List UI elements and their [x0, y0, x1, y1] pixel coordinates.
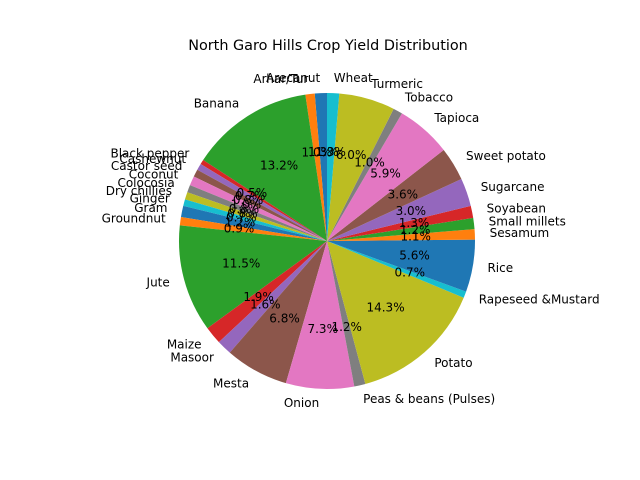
- pie-slice: [327, 113, 444, 241]
- pie-slice: [327, 241, 366, 387]
- slice-percent-label: 1.3%: [308, 145, 339, 159]
- slice-percent-label: 0.7%: [395, 266, 426, 280]
- slice-percent-label: 7.3%: [307, 322, 338, 336]
- chart-title: North Garo Hills Crop Yield Distribution: [188, 38, 468, 54]
- slice-percent-label: 1.2%: [400, 223, 431, 237]
- slice-percent-label: 3.6%: [388, 187, 419, 201]
- slice-percent-label: 1.0%: [231, 197, 262, 211]
- pie-slice: [183, 199, 327, 241]
- slice-percent-label: 0.7%: [226, 210, 257, 224]
- slice-percent-label: 3.0%: [396, 204, 427, 218]
- slice-label: Banana: [194, 96, 240, 110]
- pie-percent-labels: 1.3%1.0%13.2%0.5%0.7%0.8%1.0%0.8%0.8%0.7…: [222, 145, 431, 336]
- pie-slice: [207, 241, 327, 343]
- pie-slice: [197, 164, 327, 241]
- slice-label: Small millets: [489, 214, 566, 228]
- slice-percent-label: 5.9%: [370, 167, 401, 181]
- pie-slice: [327, 179, 471, 241]
- slice-percent-label: 1.6%: [250, 297, 281, 311]
- pie-slice: [327, 229, 475, 241]
- pie-slice: [187, 185, 327, 241]
- pie-slice: [179, 216, 327, 241]
- slice-percent-label: 0.9%: [224, 222, 255, 236]
- pie-slice: [285, 241, 355, 389]
- pie-slice: [178, 225, 327, 329]
- slice-percent-label: 1.1%: [400, 230, 431, 244]
- pie-slice: [180, 205, 327, 241]
- slice-label: Dry chillies: [106, 184, 172, 198]
- slice-label: Ginger: [130, 191, 170, 205]
- slice-percent-label: 1.2%: [225, 216, 256, 230]
- pie-slice: [327, 205, 474, 241]
- pie-slice: [229, 241, 327, 384]
- slice-label: Arhar/Tur: [253, 72, 308, 86]
- slice-label: Jute: [146, 276, 170, 290]
- slice-percent-label: 1.0%: [354, 156, 385, 170]
- pie-slice: [327, 241, 464, 384]
- pie-slice: [218, 241, 327, 353]
- pie-slice: [327, 108, 402, 241]
- slice-percent-label: 1.3%: [315, 145, 346, 159]
- slice-label: Onion: [284, 396, 319, 410]
- slice-percent-label: 1.0%: [302, 145, 333, 159]
- slice-percent-label: 11.5%: [222, 257, 260, 271]
- pie-slice: [203, 94, 327, 241]
- pie-slice: [305, 93, 327, 241]
- slice-percent-label: 13.2%: [260, 159, 298, 173]
- slice-percent-label: 1.3%: [399, 216, 430, 230]
- slice-percent-label: 1.2%: [331, 320, 362, 334]
- slice-label: Tapioca: [433, 111, 479, 125]
- slice-label: Sweet potato: [466, 149, 546, 163]
- slice-label: Groundnut: [102, 212, 166, 226]
- slice-percent-label: 5.6%: [399, 248, 430, 262]
- slice-label: Gram: [134, 201, 167, 215]
- pie-slice: [327, 217, 475, 241]
- slice-label: Sesamum: [490, 226, 550, 240]
- slice-label: Cashewnut: [119, 152, 186, 166]
- slice-percent-label: 0.8%: [229, 202, 260, 216]
- pie-slice: [193, 169, 327, 241]
- slice-label: Soyabean: [487, 201, 546, 215]
- pie-slice: [327, 93, 340, 241]
- slice-label: Rapeseed &Mustard: [479, 293, 600, 307]
- slice-label: Colocosia: [117, 176, 174, 190]
- slice-percent-label: 0.8%: [227, 206, 258, 220]
- slice-label: Turmeric: [370, 77, 423, 91]
- slice-label: Mesta: [213, 376, 249, 390]
- pie-slices: [178, 93, 475, 389]
- slice-percent-label: 0.8%: [233, 193, 264, 207]
- slice-label: Sugarcane: [481, 180, 545, 194]
- pie-slice: [327, 93, 394, 241]
- slice-percent-label: 0.5%: [237, 186, 268, 200]
- slice-label: Coconut: [129, 167, 179, 181]
- slice-label: Maize: [167, 337, 202, 351]
- pie-slice: [327, 241, 467, 298]
- slice-percent-label: 1.9%: [243, 290, 274, 304]
- pie-slice: [200, 160, 327, 241]
- slice-label: Masoor: [170, 351, 214, 365]
- slice-percent-label: 0.7%: [235, 189, 266, 203]
- slice-label: Castor seed: [111, 159, 182, 173]
- pie-slice: [327, 239, 475, 292]
- pie-slice: [189, 176, 327, 241]
- slice-label: Peas & beans (Pulses): [363, 392, 495, 406]
- slice-label: Arecanut: [266, 71, 320, 85]
- slice-percent-label: 6.8%: [269, 311, 300, 325]
- slice-percent-label: 6.0%: [336, 148, 367, 162]
- slice-label: Tobacco: [404, 91, 453, 105]
- pie-slice: [314, 93, 327, 241]
- pie-slice: [327, 150, 462, 241]
- slice-label: Rice: [487, 261, 513, 275]
- slice-percent-label: 14.3%: [366, 300, 404, 314]
- slice-label: Potato: [434, 356, 472, 370]
- slice-label: Black pepper: [110, 147, 189, 161]
- pie-slice: [184, 192, 327, 241]
- slice-label: Wheat: [334, 71, 373, 85]
